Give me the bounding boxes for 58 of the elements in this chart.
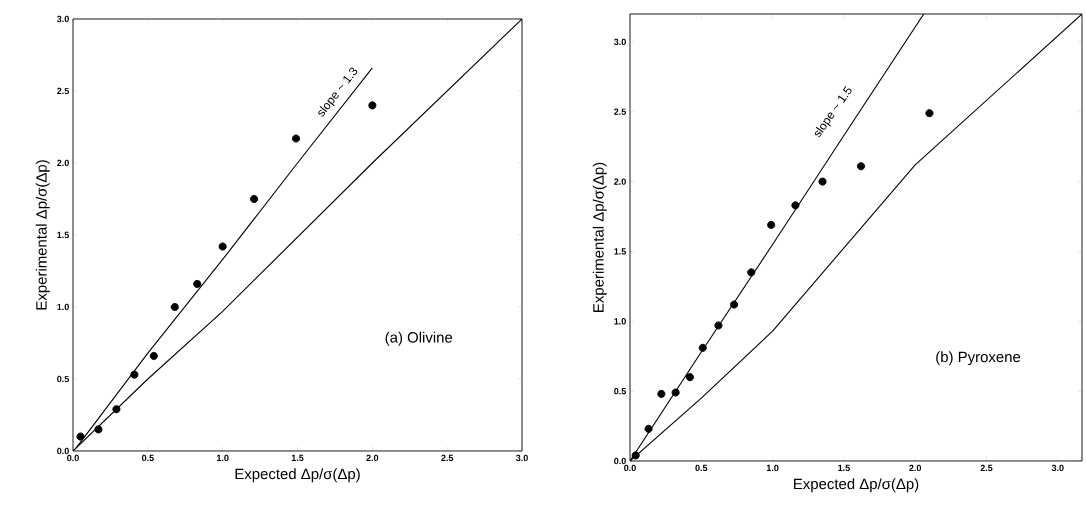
point xyxy=(193,279,202,288)
point xyxy=(76,432,85,441)
point xyxy=(856,162,866,171)
point xyxy=(671,388,680,397)
x-tick-label: 1.5 xyxy=(838,464,850,472)
point xyxy=(291,134,301,143)
point xyxy=(130,370,139,379)
x-tick-label: 0.0 xyxy=(67,454,79,462)
x-tick-label: 0.0 xyxy=(624,464,636,472)
y-tick-label: 2.5 xyxy=(57,87,69,95)
x-tick-label: 2.0 xyxy=(366,454,379,462)
x-tick-label: 0.5 xyxy=(141,454,154,462)
point xyxy=(747,268,756,277)
x-tick-label: 2.5 xyxy=(441,454,454,462)
y-axis-title: Experimental Δp/σ(Δp) xyxy=(35,160,50,310)
y-tick-label: 1.5 xyxy=(57,231,69,239)
point xyxy=(818,177,827,186)
y-tick-label: 1.0 xyxy=(614,318,626,325)
y-tick-label: 0.0 xyxy=(57,447,69,455)
y-axis-title: Experimental Δp/σ(Δp) xyxy=(592,162,607,312)
point xyxy=(149,351,158,360)
y-tick-label: 2.0 xyxy=(614,178,626,185)
x-tick-label: 0.5 xyxy=(695,464,708,472)
point xyxy=(218,242,227,251)
x-tick-label: 3.0 xyxy=(1051,464,1064,472)
y-tick-label: 1.0 xyxy=(57,303,69,311)
point xyxy=(714,321,723,330)
x-tick-label: 2.0 xyxy=(909,464,922,472)
x-tick-label: 1.5 xyxy=(291,454,304,462)
x-tick-label: 1.0 xyxy=(766,464,779,472)
y-tick-label: 2.0 xyxy=(57,159,69,167)
y-tick-label: 1.5 xyxy=(614,248,626,255)
point xyxy=(767,220,776,229)
x-axis-title: Expected Δp/σ(Δp) xyxy=(794,478,919,493)
point xyxy=(170,302,179,312)
point xyxy=(94,425,103,434)
point xyxy=(685,373,694,382)
x-tick-label: 2.5 xyxy=(980,464,993,472)
x-tick-label: 3.0 xyxy=(515,454,528,462)
y-tick-label: 0.5 xyxy=(57,375,69,383)
point xyxy=(698,343,707,352)
point xyxy=(791,201,800,210)
point xyxy=(112,405,121,414)
point xyxy=(925,109,934,118)
x-axis-title: Expected Δp/σ(Δp) xyxy=(235,468,360,483)
x-tick-label: 1.0 xyxy=(217,454,229,462)
y-tick-label: 2.5 xyxy=(614,108,626,115)
y-tick-label: 0.5 xyxy=(614,387,626,395)
annotation: (a) Olivine xyxy=(385,331,453,346)
y-tick-label: 3.0 xyxy=(613,38,626,46)
point xyxy=(730,300,739,309)
annotation: (b) Pyroxene xyxy=(936,351,1021,366)
point xyxy=(368,101,377,110)
point xyxy=(657,389,666,398)
point xyxy=(644,424,653,433)
point xyxy=(631,451,640,460)
y-tick-label: 3.0 xyxy=(56,15,69,23)
point xyxy=(250,194,259,204)
